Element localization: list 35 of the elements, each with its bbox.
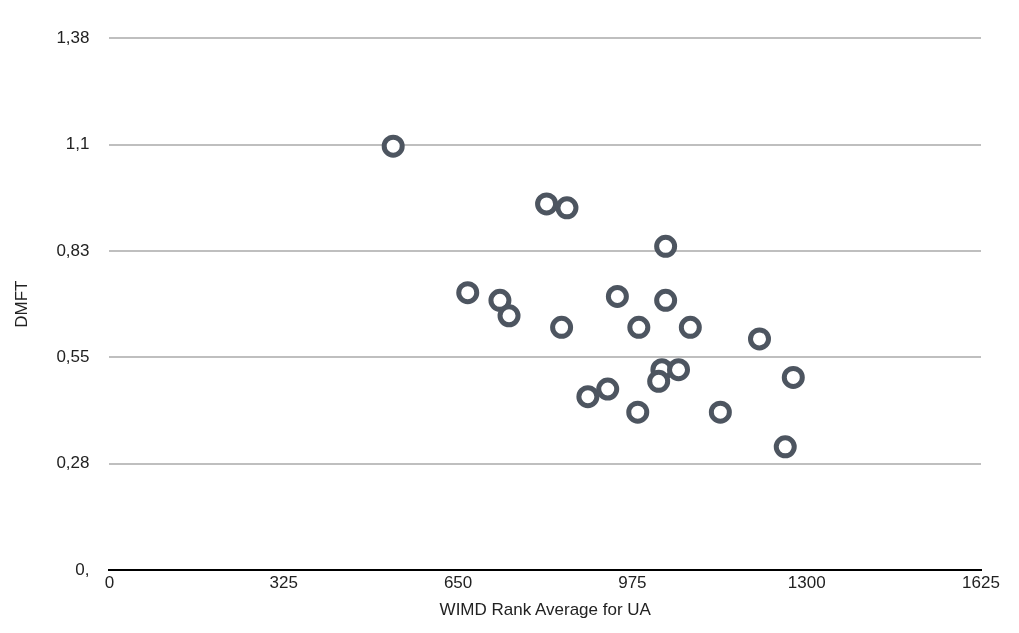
point <box>535 192 559 216</box>
point <box>497 304 521 328</box>
x-tick-label: 1300 <box>787 573 826 593</box>
y-tick-label: 0, <box>75 559 90 579</box>
point <box>605 284 629 308</box>
x-axis-title: WIMD Rank Average for UA <box>439 600 652 620</box>
y-tick-label: 0,55 <box>56 347 90 367</box>
point <box>748 327 771 351</box>
point <box>627 315 651 339</box>
y-axis-title: DMFT <box>11 280 31 328</box>
point <box>708 400 732 424</box>
point <box>626 400 650 424</box>
x-tick-label: 975 <box>618 573 647 593</box>
x-tick-label: 325 <box>269 573 298 593</box>
x-tick-label: 0 <box>104 573 115 593</box>
point <box>550 315 574 339</box>
y-tick-label: 1,1 <box>65 134 90 154</box>
point <box>381 134 405 158</box>
x-tick-label: 1625 <box>962 573 1000 593</box>
x-tick-label: 650 <box>443 573 473 593</box>
point <box>576 385 600 409</box>
point <box>654 234 678 258</box>
point <box>781 365 805 389</box>
point <box>555 196 579 220</box>
point <box>773 435 797 459</box>
y-tick-label: 1,38 <box>56 27 90 47</box>
point <box>596 377 620 401</box>
point <box>488 288 512 312</box>
y-tick-label: 0,28 <box>56 453 90 473</box>
point <box>678 315 702 339</box>
point <box>654 288 678 312</box>
point <box>647 369 671 393</box>
point <box>667 358 691 382</box>
y-tick-label: 0,83 <box>56 240 90 260</box>
point <box>456 281 480 305</box>
